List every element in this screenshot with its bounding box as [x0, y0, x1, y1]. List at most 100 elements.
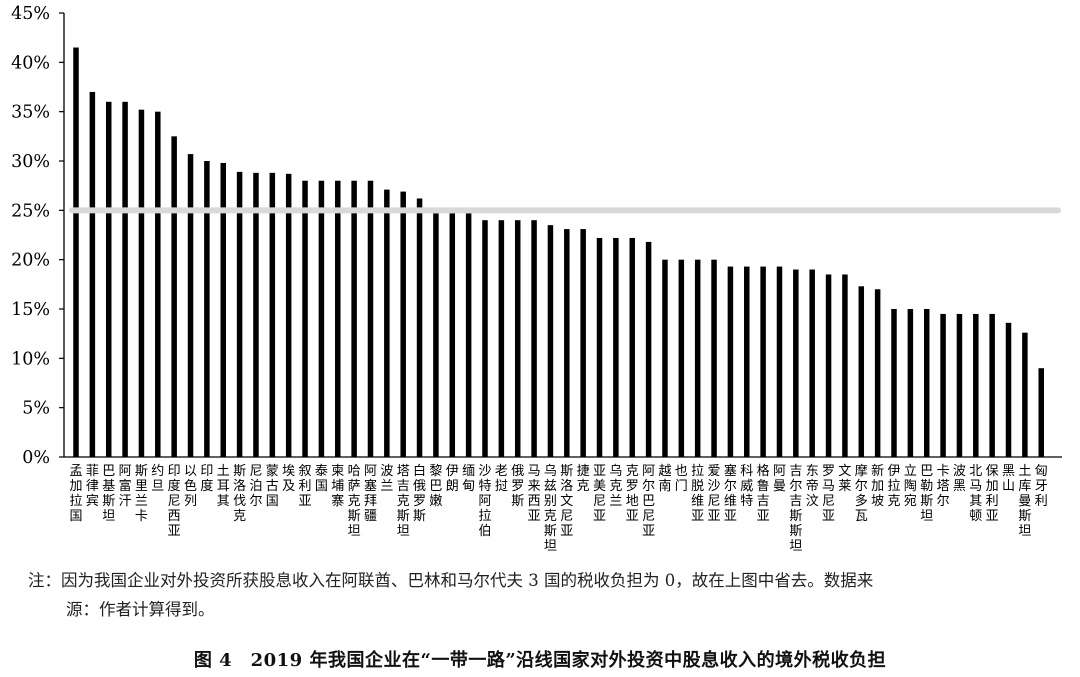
bar	[825, 274, 832, 457]
x-tick-label: 以色列	[184, 464, 197, 509]
x-tick-label: 新加坡	[871, 463, 884, 509]
x-tick-label: 蒙古国	[266, 464, 279, 509]
bar	[923, 309, 930, 457]
x-tick-label: 爱沙尼亚	[708, 464, 721, 524]
x-tick-label: 老挝	[495, 464, 508, 494]
x-tick-label: 东帝汶	[806, 464, 819, 509]
bar	[514, 220, 521, 457]
bar	[842, 274, 848, 457]
bar	[302, 180, 308, 458]
bar	[613, 237, 619, 457]
bar	[236, 171, 243, 457]
bar	[727, 266, 734, 457]
x-tick-label: 阿曼	[773, 464, 786, 494]
x-tick-label: 阿塞拜疆	[364, 464, 377, 524]
bar	[1038, 368, 1044, 457]
x-tick-label: 吉尔吉斯斯坦	[789, 464, 802, 554]
y-tick-label: 20%	[11, 251, 50, 271]
x-tick-label: 拉脱维亚	[691, 464, 704, 524]
chart-note: 注：因为我国企业对外投资所获股息收入在阿联酋、巴林和马尔代夫 3 国的税收负担为…	[28, 566, 1058, 624]
bar	[1022, 332, 1028, 457]
x-tick-label: 哈萨克斯坦	[348, 464, 361, 539]
x-tick-label: 斯洛文尼亚	[560, 464, 573, 539]
note-line-1: 因为我国企业对外投资所获股息收入在阿联酋、巴林和马尔代夫 3 国的税收负担为 0…	[61, 571, 874, 590]
x-tick-label: 乌兹别克斯坦	[544, 463, 557, 554]
x-tick-label: 阿尔巴尼亚	[642, 464, 655, 539]
x-tick-label: 也门	[675, 464, 688, 494]
x-tick-label: 乌克兰	[609, 463, 622, 509]
x-tick-label: 捷克	[577, 464, 590, 494]
x-tick-label: 亚美尼亚	[593, 464, 606, 524]
x-tick-label: 马来西亚	[528, 464, 541, 524]
bar	[531, 220, 537, 457]
bar	[367, 180, 374, 458]
x-tick-label: 波兰	[380, 464, 393, 494]
bar	[187, 154, 194, 457]
bar	[433, 213, 439, 457]
bar	[204, 161, 210, 457]
bar	[351, 180, 357, 458]
bar	[678, 259, 685, 457]
x-tick-label: 巴勒斯坦	[920, 464, 933, 524]
bar-chart: 0%5%10%15%20%25%30%35%40%45%孟加拉国菲律宾巴基斯坦阿…	[11, 4, 1062, 554]
bar	[793, 269, 799, 457]
x-tick-label: 文莱	[838, 464, 851, 494]
bar	[1005, 322, 1012, 457]
bar	[384, 189, 390, 458]
bar	[858, 286, 865, 457]
x-tick-label: 卡塔尔	[937, 464, 950, 509]
y-tick-label: 25%	[11, 201, 50, 221]
bar	[694, 259, 701, 457]
bar	[645, 241, 652, 457]
bar	[989, 313, 995, 457]
x-tick-label: 越南	[658, 464, 671, 494]
x-tick-label: 柬埔寨	[331, 464, 344, 509]
x-tick-label: 印度	[200, 464, 213, 494]
x-tick-label: 孟加拉国	[69, 464, 82, 524]
x-tick-label: 叙利亚	[299, 464, 312, 509]
x-tick-label: 泰国	[315, 464, 328, 494]
x-tick-label: 印度尼西亚	[168, 464, 181, 539]
bar	[335, 180, 341, 458]
bar	[498, 220, 505, 457]
bar	[711, 259, 717, 457]
x-tick-label: 伊朗	[446, 464, 459, 494]
bar	[416, 198, 423, 458]
x-tick-label: 缅甸	[462, 464, 475, 494]
bar	[253, 172, 259, 457]
x-tick-label: 俄罗斯	[511, 464, 524, 509]
x-tick-label: 克罗地亚	[626, 464, 639, 524]
x-tick-label: 匈牙利	[1035, 464, 1048, 509]
bar	[891, 309, 897, 457]
bar	[105, 101, 112, 458]
bar	[596, 237, 603, 457]
y-tick-label: 15%	[11, 300, 50, 320]
x-tick-label: 摩尔多瓦	[855, 463, 868, 524]
bar	[73, 47, 79, 457]
y-tick-label: 45%	[11, 4, 50, 24]
x-tick-label: 巴基斯坦	[102, 464, 115, 524]
bar	[907, 309, 914, 457]
x-tick-label: 保加利亚	[986, 464, 999, 524]
x-tick-label: 土耳其	[217, 464, 230, 509]
bar	[547, 225, 554, 457]
x-tick-label: 斯洛伐克	[233, 464, 246, 524]
x-tick-label: 黑山	[1002, 464, 1015, 494]
y-tick-label: 40%	[11, 53, 50, 73]
bar	[940, 313, 946, 457]
x-tick-label: 格鲁吉亚	[757, 463, 770, 524]
x-tick-label: 尼泊尔	[249, 464, 262, 509]
bar	[956, 313, 963, 457]
bar	[138, 109, 145, 457]
x-tick-label: 黎巴嫩	[429, 464, 442, 509]
bar	[122, 101, 128, 458]
bar	[269, 172, 276, 457]
x-tick-label: 菲律宾	[86, 464, 99, 509]
bar	[400, 191, 406, 457]
bar	[220, 162, 226, 457]
x-tick-label: 白俄罗斯	[413, 463, 426, 524]
x-tick-label: 阿富汗	[119, 464, 132, 509]
bar	[89, 91, 96, 458]
x-tick-label: 塞尔维亚	[724, 463, 737, 524]
bar	[760, 266, 766, 457]
